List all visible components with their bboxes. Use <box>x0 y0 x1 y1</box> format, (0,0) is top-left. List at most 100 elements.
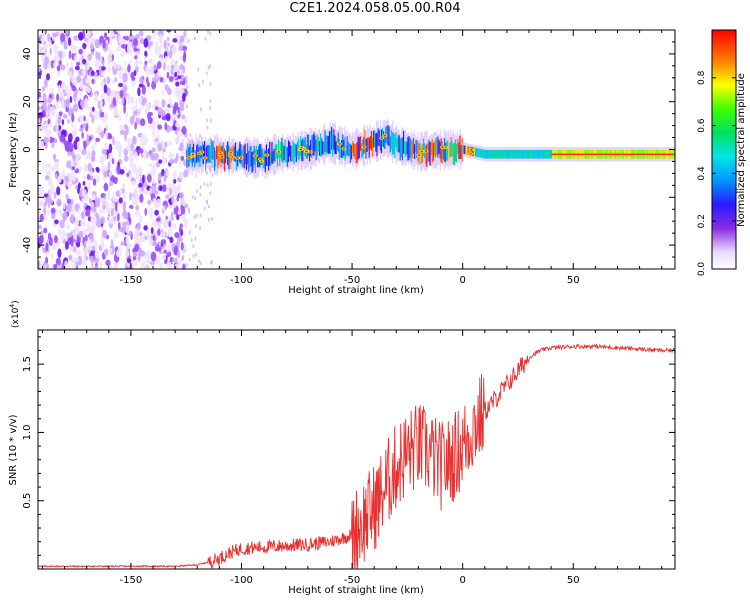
noise-speckle <box>150 227 154 235</box>
noise-speckle <box>82 122 87 129</box>
signal-core <box>521 149 523 159</box>
noise-speckle <box>79 80 84 90</box>
signal-core <box>327 136 329 154</box>
noise-speckle <box>158 34 163 44</box>
noise-speckle <box>152 167 157 177</box>
noise-speckle <box>145 255 151 265</box>
noise-speckle <box>85 155 89 160</box>
signal-core <box>399 138 401 161</box>
signal-hotspot-core <box>277 150 281 153</box>
noise-speckle <box>49 47 52 56</box>
noise-speckle <box>108 97 112 106</box>
noise-speckle <box>52 107 56 117</box>
signal-core <box>368 137 370 158</box>
signal-core <box>459 135 461 160</box>
noise-speckle <box>38 112 44 118</box>
noise-speckle <box>195 252 198 257</box>
signal-core <box>285 146 287 164</box>
noise-speckle <box>79 127 84 132</box>
noise-speckle <box>192 253 195 258</box>
noise-speckle <box>59 219 65 229</box>
signal-core <box>227 141 229 165</box>
signal-hotspot-core <box>265 154 269 157</box>
noise-speckle <box>173 186 178 196</box>
noise-speckle <box>176 195 179 203</box>
noise-speckle <box>54 173 58 179</box>
noise-speckle <box>100 92 106 102</box>
noise-speckle <box>144 207 147 217</box>
noise-speckle <box>44 78 48 88</box>
noise-speckle <box>205 71 208 76</box>
noise-speckle <box>195 213 198 218</box>
noise-speckle <box>141 174 145 184</box>
signal-core <box>478 148 480 158</box>
noise-speckle <box>56 65 61 72</box>
noise-speckle <box>160 239 167 245</box>
noise-speckle <box>63 39 67 49</box>
noise-speckle <box>136 112 140 119</box>
noise-speckle <box>99 99 103 109</box>
noise-speckle <box>86 57 90 67</box>
noise-speckle <box>211 216 214 221</box>
top-x-tick-label: -150 <box>120 275 143 286</box>
noise-speckle <box>54 55 61 62</box>
noise-speckle <box>93 93 99 103</box>
noise-speckle <box>159 185 163 192</box>
noise-speckle <box>151 80 157 90</box>
signal-core <box>213 147 216 171</box>
noise-speckle <box>86 133 90 143</box>
noise-speckle <box>46 195 52 204</box>
noise-speckle <box>137 253 141 262</box>
noise-speckle <box>97 51 101 61</box>
noise-speckle <box>46 73 51 81</box>
signal-core <box>334 135 336 155</box>
signal-core <box>548 149 551 159</box>
noise-speckle <box>179 192 184 199</box>
signal-core <box>498 149 500 159</box>
noise-speckle <box>135 116 141 125</box>
snr-frame <box>37 329 676 570</box>
noise-speckle <box>139 177 142 185</box>
noise-speckle <box>94 39 100 49</box>
noise-speckle <box>38 66 41 73</box>
noise-speckle <box>171 195 175 205</box>
signal-hotspot-core <box>338 142 341 145</box>
snr-series-line <box>38 343 675 569</box>
noise-speckle <box>172 170 177 180</box>
noise-speckle <box>145 265 149 269</box>
noise-speckle <box>107 161 111 171</box>
noise-speckle <box>159 76 164 83</box>
noise-speckle <box>169 153 175 158</box>
noise-speckle <box>67 133 73 143</box>
noise-speckle <box>162 147 166 153</box>
noise-speckle <box>45 263 49 269</box>
noise-speckle <box>160 248 165 253</box>
signal-core <box>417 143 419 162</box>
noise-speckle <box>107 66 111 73</box>
bottom-y-tick-label: 1.5 <box>22 356 33 372</box>
signal-core <box>377 128 379 147</box>
noise-speckle <box>134 210 141 218</box>
signal-core <box>544 149 546 159</box>
noise-speckle <box>113 216 117 222</box>
noise-speckle <box>73 139 79 150</box>
signal-core <box>493 149 495 159</box>
noise-speckle <box>141 98 146 107</box>
signal-core <box>536 149 538 159</box>
noise-speckle <box>47 118 51 125</box>
noise-speckle <box>125 235 129 245</box>
signal-hotspot-core <box>469 152 472 155</box>
signal-core <box>373 130 375 148</box>
signal-core <box>525 149 527 159</box>
noise-speckle <box>70 158 75 167</box>
signal-core <box>395 132 397 147</box>
signal-core <box>532 149 534 159</box>
noise-speckle <box>118 188 123 196</box>
signal-hotspot-core <box>220 155 224 158</box>
noise-speckle <box>124 131 127 142</box>
signal-hotspot-core <box>228 154 232 157</box>
noise-speckle <box>129 192 132 201</box>
noise-speckle <box>126 44 131 55</box>
noise-speckle <box>108 152 112 162</box>
noise-speckle <box>146 76 149 84</box>
